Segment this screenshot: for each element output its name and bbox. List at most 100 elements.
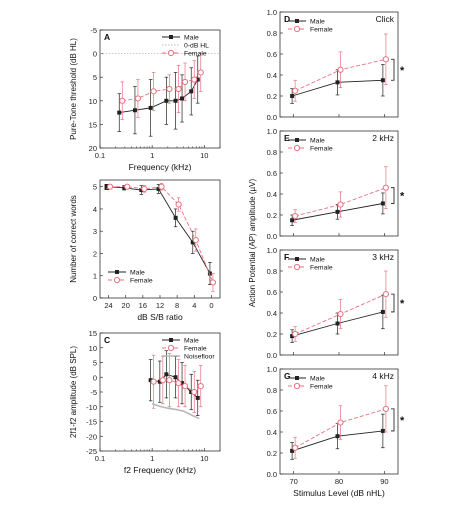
data-point bbox=[122, 185, 127, 190]
y-tick-label: -20 bbox=[86, 432, 97, 441]
y-tick-label: 0.4 bbox=[267, 71, 277, 80]
data-point bbox=[380, 78, 385, 83]
data-point bbox=[190, 240, 195, 245]
data-point bbox=[337, 310, 344, 318]
series-male bbox=[290, 192, 385, 226]
data-point bbox=[380, 309, 385, 314]
x-axis-label: f2 Frequency (kHz) bbox=[124, 465, 196, 475]
data-point bbox=[139, 188, 144, 193]
legend-marker bbox=[295, 138, 299, 142]
plot-frame bbox=[99, 29, 221, 149]
data-point bbox=[207, 271, 212, 276]
y-tick-label: 1.0 bbox=[267, 365, 277, 374]
data-point bbox=[380, 428, 385, 433]
y-tick-label: 1.0 bbox=[267, 8, 277, 17]
y-tick-label: -5 bbox=[90, 388, 97, 397]
y-tick-label: 0 bbox=[93, 50, 97, 59]
data-point bbox=[382, 291, 389, 298]
data-point bbox=[290, 448, 295, 453]
y-tick-label: 0.2 bbox=[267, 449, 277, 458]
legend-marker bbox=[169, 35, 173, 39]
legend-marker bbox=[293, 263, 301, 271]
x-tick-label: 0.1 bbox=[95, 151, 105, 160]
legend-label: Female bbox=[130, 278, 153, 285]
legend-marker bbox=[167, 344, 175, 352]
data-point bbox=[380, 201, 385, 206]
x-axis-label: Stimulus Level (dB nHL) bbox=[293, 488, 385, 498]
data-point bbox=[157, 379, 162, 384]
panel-G: 0.0 0.2 0.4 0.6 0.8 1.0 70 80 90 G 4 kHz Stimulus L… bbox=[267, 365, 405, 498]
series-noisefloor bbox=[151, 403, 200, 420]
data-point bbox=[180, 96, 185, 101]
legend-label: Female bbox=[184, 51, 207, 58]
data-point bbox=[181, 383, 189, 390]
legend-marker bbox=[169, 338, 173, 342]
x-tick-label: 1 bbox=[150, 454, 154, 463]
panel-label: G bbox=[284, 371, 291, 381]
x-tick-label: 12 bbox=[156, 301, 164, 310]
y-tick-label: 10 bbox=[89, 97, 97, 106]
x-tick-label: 24 bbox=[104, 301, 112, 310]
y-tick-label: -15 bbox=[86, 418, 97, 427]
panel-label: F bbox=[284, 252, 289, 262]
y-tick-label: 5 bbox=[93, 73, 97, 82]
data-point bbox=[337, 201, 344, 208]
legend-label: Female bbox=[310, 384, 333, 391]
x-axis-label: dB S/B ratio bbox=[137, 312, 183, 322]
data-point bbox=[117, 110, 122, 115]
data-point bbox=[197, 69, 204, 76]
y-tick-label: 0.0 bbox=[267, 351, 277, 360]
data-point bbox=[181, 78, 189, 86]
data-point bbox=[164, 372, 169, 377]
significance-bracket bbox=[391, 58, 395, 81]
significance-marker: * bbox=[400, 415, 405, 427]
legend-marker bbox=[167, 49, 175, 57]
x-tick-label: 8 bbox=[175, 301, 179, 310]
data-point bbox=[119, 97, 126, 104]
x-tick-label: 10 bbox=[200, 151, 208, 160]
data-point bbox=[191, 388, 198, 396]
legend-marker bbox=[293, 382, 301, 390]
y-tick-label: 0.8 bbox=[267, 386, 277, 395]
legend-label: Female bbox=[310, 265, 333, 272]
series-male bbox=[290, 294, 385, 343]
x-axis-label: Frequency (kHz) bbox=[129, 162, 192, 172]
data-point bbox=[166, 85, 173, 93]
data-point bbox=[159, 377, 166, 384]
data-point bbox=[134, 95, 142, 102]
x-tick-label: 80 bbox=[335, 477, 343, 486]
y-axis-label: Pure-Tone threshold (dB HL) bbox=[69, 38, 78, 140]
y-tick-label: 0.8 bbox=[267, 29, 277, 38]
y-tick-label: -25 bbox=[86, 447, 97, 456]
x-tick-label: 0 bbox=[209, 301, 213, 310]
series-line bbox=[110, 186, 214, 283]
data-point bbox=[173, 98, 178, 103]
series-male bbox=[290, 413, 385, 460]
series-female bbox=[292, 385, 389, 459]
panel-A: -5 0 5 10 15 200.1 1 10 A Frequency (kHz) Pure-Ton… bbox=[69, 26, 221, 172]
panel-label: D bbox=[284, 14, 290, 24]
series-male bbox=[117, 55, 200, 137]
y-tick-label: 0.6 bbox=[267, 50, 277, 59]
series-male bbox=[148, 350, 200, 416]
panel-F: 0.0 0.2 0.4 0.6 0.8 1.0 F 3 kHz Action Potential… bbox=[248, 179, 405, 360]
data-point bbox=[156, 186, 161, 191]
legend-label: Male bbox=[130, 270, 145, 277]
data-point bbox=[335, 434, 340, 439]
y-tick-label: 0.4 bbox=[267, 190, 277, 199]
x-tick-label: 70 bbox=[289, 477, 297, 486]
series-female bbox=[292, 33, 389, 102]
data-point bbox=[335, 80, 340, 85]
data-point bbox=[175, 85, 182, 93]
x-tick-label: 1 bbox=[150, 151, 154, 160]
legend-marker bbox=[293, 25, 301, 33]
legend-label: Male bbox=[310, 19, 325, 26]
y-tick-label: 0.8 bbox=[267, 267, 277, 276]
y-tick-label: 1.0 bbox=[267, 246, 277, 255]
